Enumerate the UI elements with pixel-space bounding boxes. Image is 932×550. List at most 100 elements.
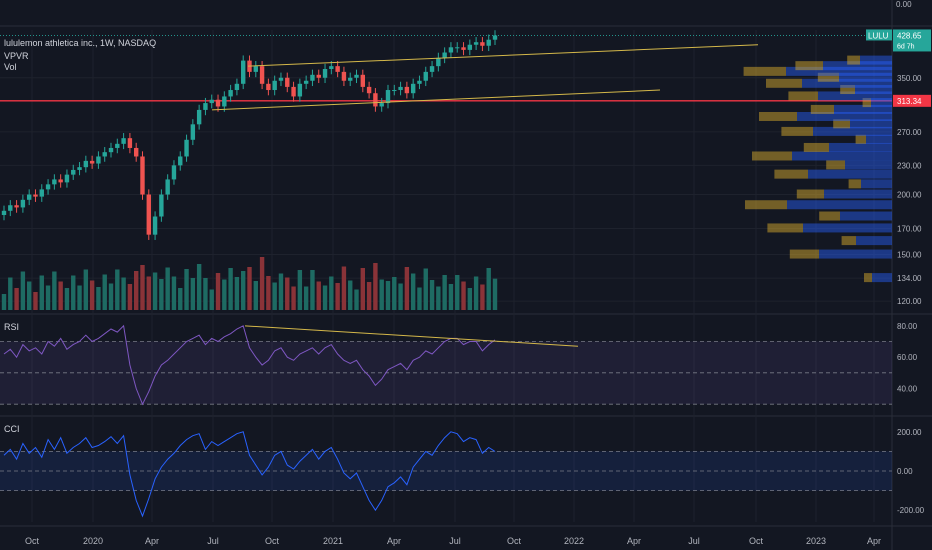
candle[interactable] <box>410 83 416 94</box>
candle[interactable] <box>20 199 26 208</box>
candle[interactable] <box>486 39 491 46</box>
volume-profile-bar-alt <box>833 119 850 129</box>
candle[interactable] <box>115 143 120 148</box>
candle[interactable] <box>222 96 227 107</box>
candle[interactable] <box>259 66 265 84</box>
candle[interactable] <box>310 74 315 81</box>
candle[interactable] <box>354 74 359 78</box>
candle[interactable] <box>266 83 271 91</box>
candle[interactable] <box>89 160 95 164</box>
level-badge-text: 313.34 <box>897 97 922 106</box>
candle[interactable] <box>322 68 328 78</box>
cci-label[interactable]: CCI <box>4 424 20 434</box>
candle[interactable] <box>291 86 296 97</box>
upper-channel-line[interactable] <box>247 44 759 67</box>
candle[interactable] <box>159 194 164 217</box>
candle[interactable] <box>385 90 391 104</box>
candle[interactable] <box>392 90 397 92</box>
candle[interactable] <box>429 66 435 72</box>
candle[interactable] <box>467 44 473 50</box>
candle[interactable] <box>492 35 498 40</box>
candle[interactable] <box>83 160 89 168</box>
candle[interactable] <box>228 90 233 97</box>
candle[interactable] <box>121 138 126 144</box>
candle[interactable] <box>127 138 133 148</box>
candle[interactable] <box>366 86 372 94</box>
candle[interactable] <box>480 42 485 46</box>
candle[interactable] <box>102 152 107 157</box>
volume-profile-bar <box>845 160 892 170</box>
candle[interactable] <box>461 47 466 50</box>
candle[interactable] <box>442 52 447 58</box>
candle[interactable] <box>398 86 403 91</box>
candle[interactable] <box>272 80 277 91</box>
candle[interactable] <box>140 156 145 195</box>
candle[interactable] <box>278 77 284 81</box>
volume-profile-bar <box>860 55 892 65</box>
candle[interactable] <box>96 156 101 164</box>
vpvr-legend[interactable]: VPVR <box>4 51 29 61</box>
candle[interactable] <box>234 83 240 91</box>
candle[interactable] <box>348 77 353 81</box>
candle[interactable] <box>152 216 158 235</box>
volume-legend[interactable]: Vol <box>4 62 17 72</box>
candle[interactable] <box>64 174 70 183</box>
candle[interactable] <box>39 189 44 197</box>
candle[interactable] <box>341 71 347 81</box>
candle[interactable] <box>473 42 479 45</box>
candle[interactable] <box>77 167 82 170</box>
lower-channel-line[interactable] <box>211 89 661 111</box>
candle[interactable] <box>253 66 258 72</box>
candle[interactable] <box>52 179 57 185</box>
candle[interactable] <box>335 66 340 72</box>
candle[interactable] <box>1 210 7 216</box>
candle[interactable] <box>423 71 428 81</box>
candle[interactable] <box>196 109 202 125</box>
candlesticks[interactable] <box>1 30 498 240</box>
trendlines[interactable] <box>211 44 759 111</box>
volume-bar <box>473 276 479 310</box>
candle[interactable] <box>8 205 13 211</box>
candle[interactable] <box>190 124 196 140</box>
candle[interactable] <box>436 57 441 67</box>
candle[interactable] <box>285 77 290 87</box>
candle[interactable] <box>209 99 214 104</box>
candle[interactable] <box>58 179 63 183</box>
rsi-divergence-line[interactable] <box>244 325 579 347</box>
volume-bar <box>467 288 473 310</box>
volume-bar <box>486 268 491 310</box>
candle[interactable] <box>184 139 189 157</box>
candle[interactable] <box>455 47 460 49</box>
candle[interactable] <box>379 103 384 107</box>
candle[interactable] <box>417 80 422 84</box>
rsi-label[interactable]: RSI <box>4 322 20 332</box>
candle[interactable] <box>241 60 246 84</box>
candle[interactable] <box>45 184 51 190</box>
x-axis-label: Apr <box>867 536 881 546</box>
candle[interactable] <box>171 165 177 180</box>
symbol-legend[interactable]: lululemon athletica inc., 1W, NASDAQ <box>4 38 157 48</box>
candle[interactable] <box>297 83 303 97</box>
volume-bar <box>133 271 139 310</box>
candle[interactable] <box>71 169 76 175</box>
candle[interactable] <box>26 194 32 200</box>
candle[interactable] <box>448 47 454 53</box>
candle[interactable] <box>33 194 38 197</box>
candle[interactable] <box>329 66 334 69</box>
candle[interactable] <box>373 93 378 107</box>
candle[interactable] <box>178 156 183 166</box>
candle[interactable] <box>316 74 321 78</box>
candle[interactable] <box>165 179 170 195</box>
candle[interactable] <box>14 205 19 208</box>
candle[interactable] <box>303 80 309 84</box>
volume-bar <box>1 294 7 310</box>
candle[interactable] <box>146 194 151 235</box>
candle[interactable] <box>203 103 208 110</box>
candle[interactable] <box>133 147 139 157</box>
candle[interactable] <box>404 86 410 94</box>
candle[interactable] <box>360 74 366 87</box>
candle[interactable] <box>108 147 114 153</box>
candle[interactable] <box>215 99 221 107</box>
x-axis-label: Oct <box>507 536 522 546</box>
